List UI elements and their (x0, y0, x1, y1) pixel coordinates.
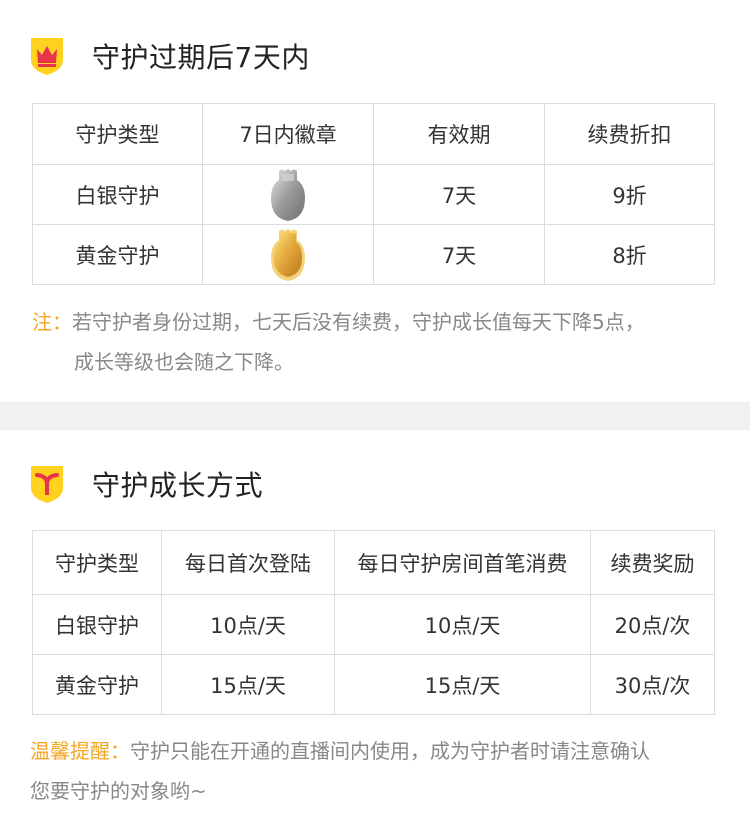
guard-type-cell: 白银守护 (32, 594, 162, 655)
guard-type-cell: 黄金守护 (32, 654, 162, 715)
section1-header: 守护过期后7天内 (28, 34, 310, 78)
badge-cell (202, 224, 374, 285)
column-header: 守护类型 (32, 103, 203, 165)
validity-cell: 7天 (373, 164, 545, 225)
note-label: 注： (32, 310, 72, 334)
tip-label: 温馨提醒： (30, 739, 130, 763)
growth-table: 守护类型 每日首次登陆 每日守护房间首笔消费 续费奖励 白银守护 10点/天 1… (32, 530, 715, 715)
tip-text-line1: 守护只能在开通的直播间内使用，成为守护者时请注意确认 (130, 739, 650, 763)
y-shield-icon (31, 466, 63, 503)
table-row: 黄金守护 15点/天 15点/天 30点/次 (32, 654, 715, 715)
note-text-line2: 成长等级也会随之下降。 (74, 350, 294, 374)
section2-title: 守护成长方式 (92, 469, 264, 502)
spend-points-cell: 15点/天 (334, 654, 591, 715)
table-header-row: 守护类型 每日首次登陆 每日守护房间首笔消费 续费奖励 (32, 530, 715, 595)
column-header: 7日内徽章 (202, 103, 374, 165)
login-points-cell: 10点/天 (161, 594, 335, 655)
tip-text-line2: 您要守护的对象哟~ (30, 779, 207, 803)
column-header: 每日首次登陆 (161, 530, 335, 595)
column-header: 每日守护房间首笔消费 (334, 530, 591, 595)
expiry-table: 守护类型 7日内徽章 有效期 续费折扣 白银守护 7天 9折 黄金守护 (32, 103, 715, 285)
column-header: 有效期 (373, 103, 545, 165)
badge-cell (202, 164, 374, 225)
guard-type-cell: 黄金守护 (32, 224, 203, 285)
gold-badge-icon (271, 228, 305, 281)
column-header: 守护类型 (32, 530, 162, 595)
renew-points-cell: 30点/次 (590, 654, 715, 715)
login-points-cell: 15点/天 (161, 654, 335, 715)
table-header-row: 守护类型 7日内徽章 有效期 续费折扣 (32, 103, 715, 165)
section2-header: 守护成长方式 (28, 462, 263, 506)
expiry-note: 注：若守护者身份过期，七天后没有续费，守护成长值每天下降5点， 成长等级也会随之… (32, 302, 732, 382)
discount-cell: 8折 (544, 224, 715, 285)
discount-cell: 9折 (544, 164, 715, 225)
validity-cell: 7天 (373, 224, 545, 285)
section-divider (0, 402, 750, 430)
column-header: 续费折扣 (544, 103, 715, 165)
table-row: 白银守护 7天 9折 (32, 164, 715, 225)
guard-type-cell: 白银守护 (32, 164, 203, 225)
note-text-line1: 若守护者身份过期，七天后没有续费，守护成长值每天下降5点， (72, 310, 645, 334)
tip-note: 温馨提醒：守护只能在开通的直播间内使用，成为守护者时请注意确认 您要守护的对象哟… (30, 731, 740, 811)
table-row: 黄金守护 7天 8折 (32, 224, 715, 285)
silver-badge-icon (271, 168, 305, 221)
renew-points-cell: 20点/次 (590, 594, 715, 655)
column-header: 续费奖励 (590, 530, 715, 595)
section1-title: 守护过期后7天内 (92, 41, 310, 74)
table-row: 白银守护 10点/天 10点/天 20点/次 (32, 594, 715, 655)
crown-shield-icon (31, 38, 63, 75)
spend-points-cell: 10点/天 (334, 594, 591, 655)
